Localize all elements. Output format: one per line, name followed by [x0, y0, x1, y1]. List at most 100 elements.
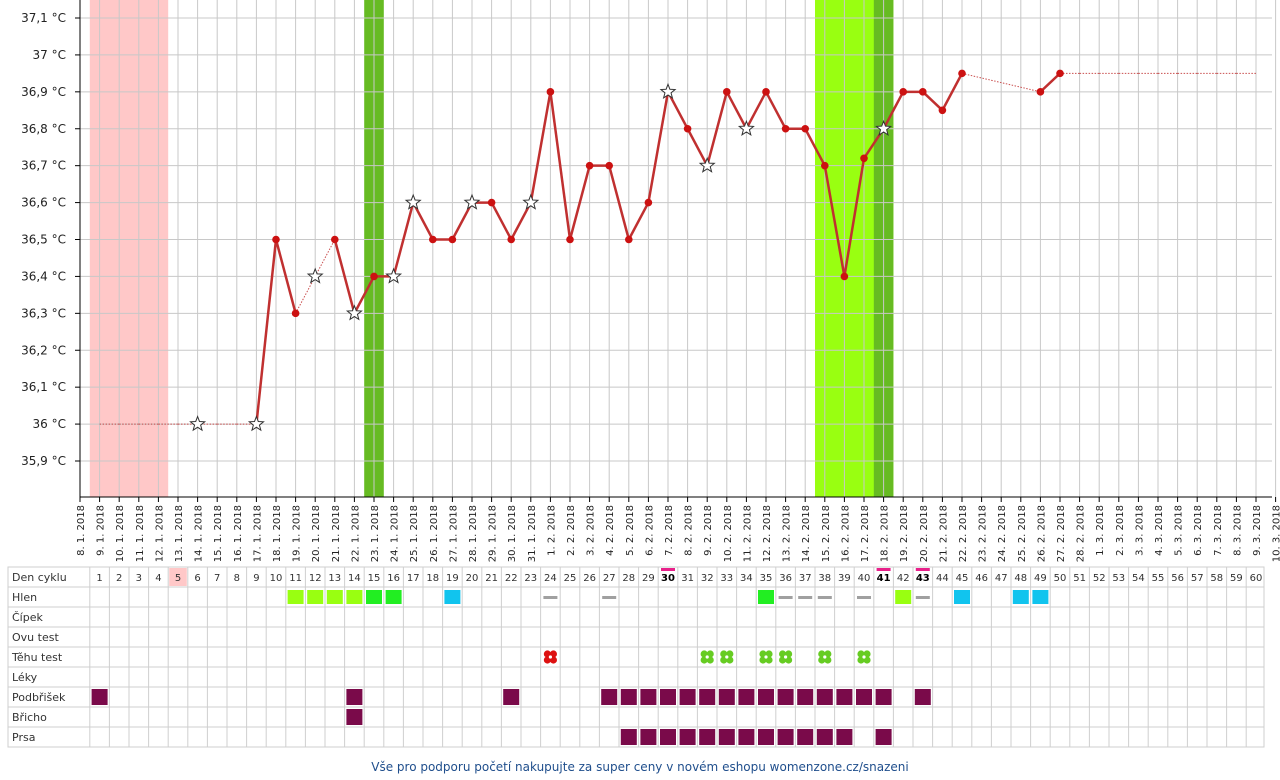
- petal: [706, 656, 714, 664]
- temperature-point: [723, 88, 731, 96]
- x-tick-label: 14. 2. 2018: [801, 505, 812, 562]
- x-tick-label: 23. 1. 2018: [370, 505, 381, 562]
- temperature-point: [1056, 69, 1064, 78]
- day-number: 51: [1073, 573, 1086, 584]
- clover-icon: [779, 650, 793, 664]
- x-tick-label: 28. 1. 2018: [468, 505, 479, 562]
- day-number: 48: [1014, 573, 1027, 584]
- podbrisek-mark: [620, 689, 637, 705]
- x-tick-label: 11. 2. 2018: [742, 505, 753, 562]
- petal: [549, 656, 558, 664]
- temperature-star-point: [522, 193, 540, 210]
- temperature-segment: [274, 239, 297, 314]
- hlen-mark: [385, 590, 402, 604]
- x-tick-label: 15. 2. 2018: [821, 505, 832, 562]
- hlen-mark: [602, 596, 617, 599]
- clover-icon: [818, 650, 832, 664]
- petal: [824, 656, 832, 664]
- prsa-mark: [718, 729, 735, 745]
- temperature-segment: [941, 72, 964, 111]
- temperature-point: [291, 309, 300, 318]
- petal: [863, 656, 871, 664]
- row-label: Těhu test: [11, 651, 63, 664]
- temperature-point: [644, 198, 653, 207]
- podbrisek-mark: [914, 689, 931, 705]
- x-tick-label: 24. 1. 2018: [390, 505, 401, 562]
- row-label: Ovu test: [12, 631, 59, 644]
- day-number: 57: [1191, 573, 1204, 584]
- podbrisek-mark: [718, 689, 735, 705]
- petal: [726, 656, 734, 664]
- x-tick-label: 4. 2. 2018: [605, 505, 616, 556]
- day-number: 39: [838, 573, 851, 584]
- podbrisek-mark: [601, 689, 618, 705]
- x-tick-label: 30. 1. 2018: [507, 505, 518, 562]
- temperature-point: [585, 161, 594, 170]
- temperature-segment: [921, 90, 944, 112]
- temperature-star-point: [659, 82, 677, 100]
- temperature-star-point: [385, 267, 403, 284]
- temperature-point: [331, 235, 339, 244]
- day-number: 52: [1093, 573, 1106, 584]
- x-tick-label: 18. 2. 2018: [880, 505, 891, 562]
- row-label: Podbřišek: [12, 691, 66, 704]
- day-number: 56: [1171, 573, 1184, 584]
- day-number: 2: [116, 573, 122, 584]
- day-number: 22: [505, 573, 518, 584]
- day-number: 19: [446, 573, 459, 584]
- table-row: [7, 626, 1265, 648]
- prsa-mark: [620, 729, 637, 745]
- x-tick-label: 21. 1. 2018: [331, 505, 342, 562]
- podbrisek-mark: [875, 689, 892, 705]
- petal: [824, 650, 832, 658]
- x-tick-label: 18. 1. 2018: [272, 505, 283, 562]
- day-number: 10: [270, 573, 283, 584]
- x-tick-label: 9. 2. 2018: [703, 505, 714, 556]
- hlen-mark: [758, 590, 774, 604]
- x-tick-label: 17. 2. 2018: [860, 505, 871, 562]
- petal: [549, 650, 558, 658]
- row-label: Prsa: [12, 731, 35, 744]
- clover-icon: [857, 650, 871, 664]
- temperature-segment: [705, 91, 729, 166]
- temperature-star-point: [247, 415, 265, 432]
- x-tick-label: 6. 2. 2018: [644, 505, 655, 556]
- petal: [700, 650, 708, 658]
- temperature-point: [938, 106, 947, 115]
- day-number: 43: [916, 573, 930, 584]
- footer-text[interactable]: Vše pro podporu početí nakupujte za supe…: [371, 760, 909, 774]
- day-number: 31: [681, 573, 694, 584]
- petal-center: [823, 655, 827, 659]
- prsa-mark: [699, 729, 716, 745]
- podbrisek-mark: [738, 689, 755, 705]
- temperature-star-point: [698, 156, 716, 173]
- red-flower-icon: [543, 650, 558, 664]
- day-number: 60: [1250, 573, 1263, 584]
- temperature-point: [448, 235, 457, 244]
- day-number: 11: [289, 573, 302, 584]
- petal-center: [862, 655, 866, 659]
- podbrisek-mark: [836, 689, 853, 705]
- day-number: 26: [583, 573, 596, 584]
- day-number: 1: [96, 573, 102, 584]
- temperature-point: [919, 88, 927, 96]
- day-number: 36: [779, 573, 792, 584]
- day-number: 50: [1054, 573, 1067, 584]
- day-number: 28: [622, 573, 635, 584]
- day-number: 7: [214, 573, 220, 584]
- petal: [543, 656, 552, 664]
- clover-icon: [720, 650, 734, 664]
- temperature-point: [507, 235, 515, 244]
- x-tick-label: 27. 2. 2018: [1056, 505, 1067, 562]
- day-number: 33: [720, 573, 733, 584]
- x-tick-label: 7. 3. 2018: [1213, 505, 1224, 556]
- y-tick-label: 36,8 °C: [21, 122, 66, 136]
- prsa-mark: [875, 729, 892, 745]
- hlen-mark: [954, 590, 970, 604]
- x-tick-label: 1. 3. 2018: [1095, 505, 1106, 556]
- day-number: 46: [975, 573, 988, 584]
- table-row: [7, 706, 1265, 728]
- hlen-mark: [895, 590, 912, 604]
- temperature-point: [429, 235, 437, 244]
- hlen-mark: [915, 596, 930, 599]
